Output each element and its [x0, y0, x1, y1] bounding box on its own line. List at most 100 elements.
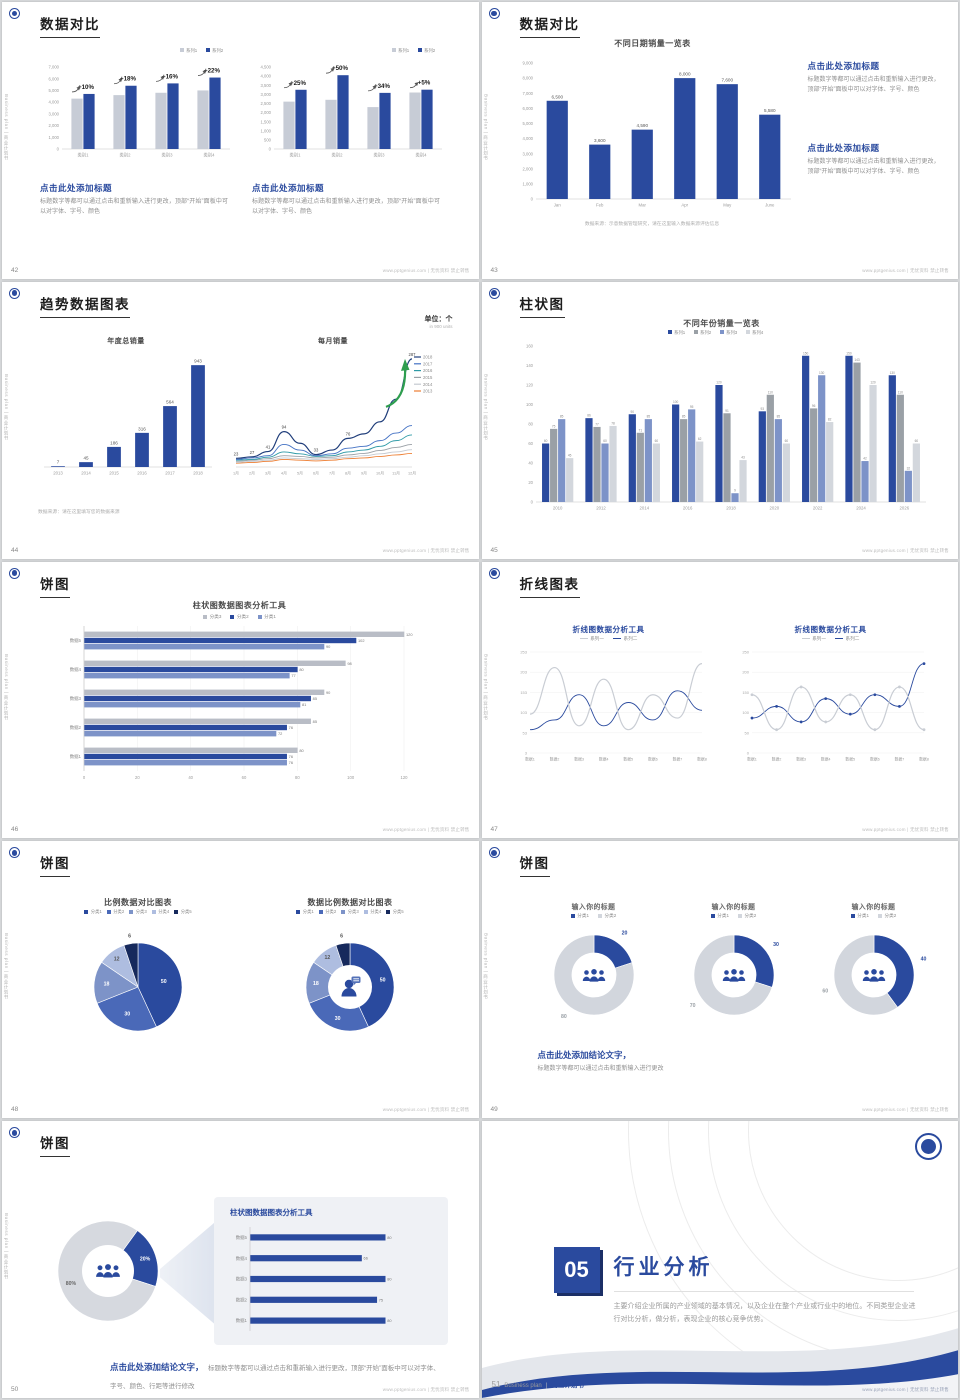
- svg-text:6: 6: [340, 934, 343, 940]
- brand-logo-icon: [9, 567, 20, 579]
- svg-text:40: 40: [528, 460, 533, 465]
- slide-43[interactable]: Business plan | 商业计划书 数据对比 不同日期销量一览表 9,0…: [481, 2, 958, 279]
- svg-text:80: 80: [387, 1277, 392, 1282]
- slide-51[interactable]: 05 行业分析 主要介绍企业所属的产业领域的基本情况，以及企业在整个产业或行业中…: [481, 1121, 958, 1398]
- sidebar-vertical-text: Business plan | 商业计划书: [4, 94, 9, 161]
- svg-text:60: 60: [784, 439, 788, 443]
- slide-footer: www.pptgenius.com | 无忧资料 禁止转售: [862, 1386, 949, 1392]
- svg-text:1,000: 1,000: [261, 128, 272, 133]
- slide-footer: www.pptgenius.com | 无忧资料 禁止转售: [382, 1386, 470, 1392]
- block-body: 标题数字等都可以通过点击和重新输入进行更改，顶部“开始”面板中可以对字体、字号、…: [252, 199, 440, 216]
- pie-chart: 50 30 18 12 6: [86, 934, 190, 1039]
- brand-logo-icon: [9, 1127, 20, 1139]
- svg-text:系列4: 系列4: [752, 329, 764, 336]
- svg-text:2月: 2月: [249, 470, 255, 475]
- bar-chart-daily-sales: 9,000 8,000 7,000 6,000 5,000 4,000 3,000 2,000…: [510, 52, 795, 210]
- svg-text:96: 96: [811, 404, 815, 408]
- svg-text:3: 3: [524, 750, 527, 755]
- legend-item: 分类2: [738, 913, 756, 919]
- legend-swatch-icon: [598, 914, 602, 919]
- slide-46[interactable]: Business plan | 商业计划书 饼图 柱状图数据图表分析工具 分类3…: [2, 561, 479, 839]
- block-body: 标题数字等都可以通过点击和重新输入进行更改，顶部“开始”面板中可以对字体、字号、…: [807, 159, 940, 176]
- svg-text:316: 316: [138, 426, 146, 431]
- legend-label: 分类3: [135, 909, 147, 915]
- svg-text:130: 130: [819, 371, 825, 375]
- legend-swatch-icon: [386, 910, 391, 915]
- panel-title: 柱状图数据图表分析工具: [230, 1208, 313, 1218]
- svg-text:Mar: Mar: [638, 203, 646, 208]
- svg-text:数据7: 数据7: [672, 756, 682, 761]
- slide-48[interactable]: Business plan | 商业计划书 饼图 比例数据对比图表 分类1 分类…: [2, 841, 479, 1119]
- svg-text:7月: 7月: [329, 470, 335, 475]
- conclusion-block: 点击此处添加结论文字， 标题数字等都可以通过点击和重新输入进行更改，顶部“开始”…: [110, 1357, 446, 1393]
- svg-text:33: 33: [314, 447, 319, 452]
- slide-title: 柱状图: [519, 293, 565, 318]
- svg-text:类别4: 类别4: [416, 152, 428, 159]
- slide-42[interactable]: Business plan | 商业计划书 数据对比 7,000 6,000 5,0…: [2, 2, 479, 279]
- svg-text:系列1: 系列1: [674, 329, 686, 336]
- slide-title: 数据对比: [519, 13, 580, 38]
- slide-title: 数据对比: [40, 13, 100, 38]
- svg-text:943: 943: [194, 358, 202, 363]
- legend-label: 分类1: [264, 613, 276, 619]
- chart-legend: 分类1 分类2: [534, 913, 654, 919]
- legend-swatch-icon: [129, 910, 134, 915]
- slide-44[interactable]: Business plan | 商业计划书 趋势数据图表 单位：个 in 900…: [2, 281, 479, 559]
- page-number: 44: [11, 546, 19, 554]
- svg-text:+25%: +25%: [290, 80, 306, 87]
- slide-50[interactable]: Business plan | 商业计划书 饼图 20% 80% 柱状图数据图表分…: [2, 1121, 479, 1398]
- legend-swatch-icon: [257, 614, 262, 619]
- svg-text:40: 40: [188, 775, 193, 780]
- legend-label: 分类1: [857, 913, 869, 919]
- legend-label: 分类1: [302, 909, 314, 915]
- conclusion-lead: 点击此处添加结论文字，: [110, 1362, 204, 1373]
- svg-text:94: 94: [282, 424, 287, 429]
- slide-47[interactable]: Business plan | 商业计划书 折线图表 折线图数据分析工具 系列一…: [481, 561, 958, 839]
- svg-text:4,000: 4,000: [49, 100, 60, 105]
- svg-text:0: 0: [269, 147, 272, 152]
- svg-text:3月: 3月: [265, 470, 271, 475]
- source-note: 数据来源：示意数据管理研究，请在这里输入数据来源评估信息: [584, 222, 720, 227]
- legend-label: 分类2: [325, 909, 337, 915]
- line-chart-monthly-sales: 1月 2月 3月 4月 5月 6月 7月 8月 9月 10月 11月 12月 23 27 41 94 33 76 2…: [228, 348, 446, 478]
- svg-text:数据5: 数据5: [70, 637, 82, 644]
- svg-text:86: 86: [587, 413, 591, 417]
- line-chart-left: 253 203 153 103 53 3 数据1 数据2 数据3 数据4 数据5 数据6 数据7 数据8: [510, 646, 708, 764]
- svg-text:85: 85: [646, 414, 650, 418]
- block-body: 标题数字等都可以通过点击和重新输入进行更改，顶部“开始”面板中可以对字体、字号、…: [807, 77, 940, 94]
- svg-text:30: 30: [335, 1016, 341, 1022]
- slide-49[interactable]: Business plan | 商业计划书 饼图 输入你的标题 分类1 分类2 …: [481, 841, 958, 1119]
- svg-text:7: 7: [57, 460, 60, 465]
- slide-title: 饼图: [40, 573, 70, 598]
- legend-item: 分类3: [129, 909, 147, 915]
- legend-item: 分类1: [257, 613, 276, 620]
- page-number: 46: [11, 826, 19, 834]
- svg-text:60: 60: [603, 439, 607, 443]
- svg-text:2016: 2016: [682, 505, 692, 510]
- chart-title: 折线图数据分析工具: [572, 624, 645, 634]
- legend-label: 分类2: [236, 613, 249, 619]
- svg-text:75: 75: [379, 1297, 383, 1302]
- svg-text:81: 81: [302, 702, 306, 707]
- legend-label: 分类1: [577, 913, 589, 919]
- block-body: 标题数字等都可以通过点击和重新输入进行更改，顶部“开始”面板中可以对字体、字号、…: [40, 199, 228, 216]
- unit-label: 单位：个 in 900 units: [425, 314, 453, 329]
- svg-text:120: 120: [401, 775, 409, 780]
- svg-text:数据5: 数据5: [236, 1234, 248, 1241]
- svg-text:2026: 2026: [899, 505, 909, 510]
- svg-text:62: 62: [697, 437, 701, 441]
- svg-text:564: 564: [166, 399, 174, 404]
- svg-text:类别2: 类别2: [332, 152, 344, 159]
- svg-text:3,600: 3,600: [594, 138, 606, 143]
- svg-text:数据2: 数据2: [70, 724, 82, 731]
- legend-item: 分类2: [598, 913, 616, 919]
- svg-text:类别3: 类别3: [374, 152, 386, 159]
- svg-text:120: 120: [870, 380, 876, 384]
- legend-item: 系列二: [835, 636, 859, 642]
- svg-text:系列2: 系列2: [212, 47, 224, 54]
- svg-text:3,000: 3,000: [261, 92, 272, 97]
- section-paragraph: 主要介绍企业所属的产业领域的基本情况，以及企业在整个产业或行业中的地位。不同类型…: [613, 1303, 916, 1324]
- slide-45[interactable]: Business plan | 商业计划书 柱状图 不同年份销量一览表 160 1…: [481, 281, 958, 559]
- svg-text:120: 120: [716, 380, 722, 384]
